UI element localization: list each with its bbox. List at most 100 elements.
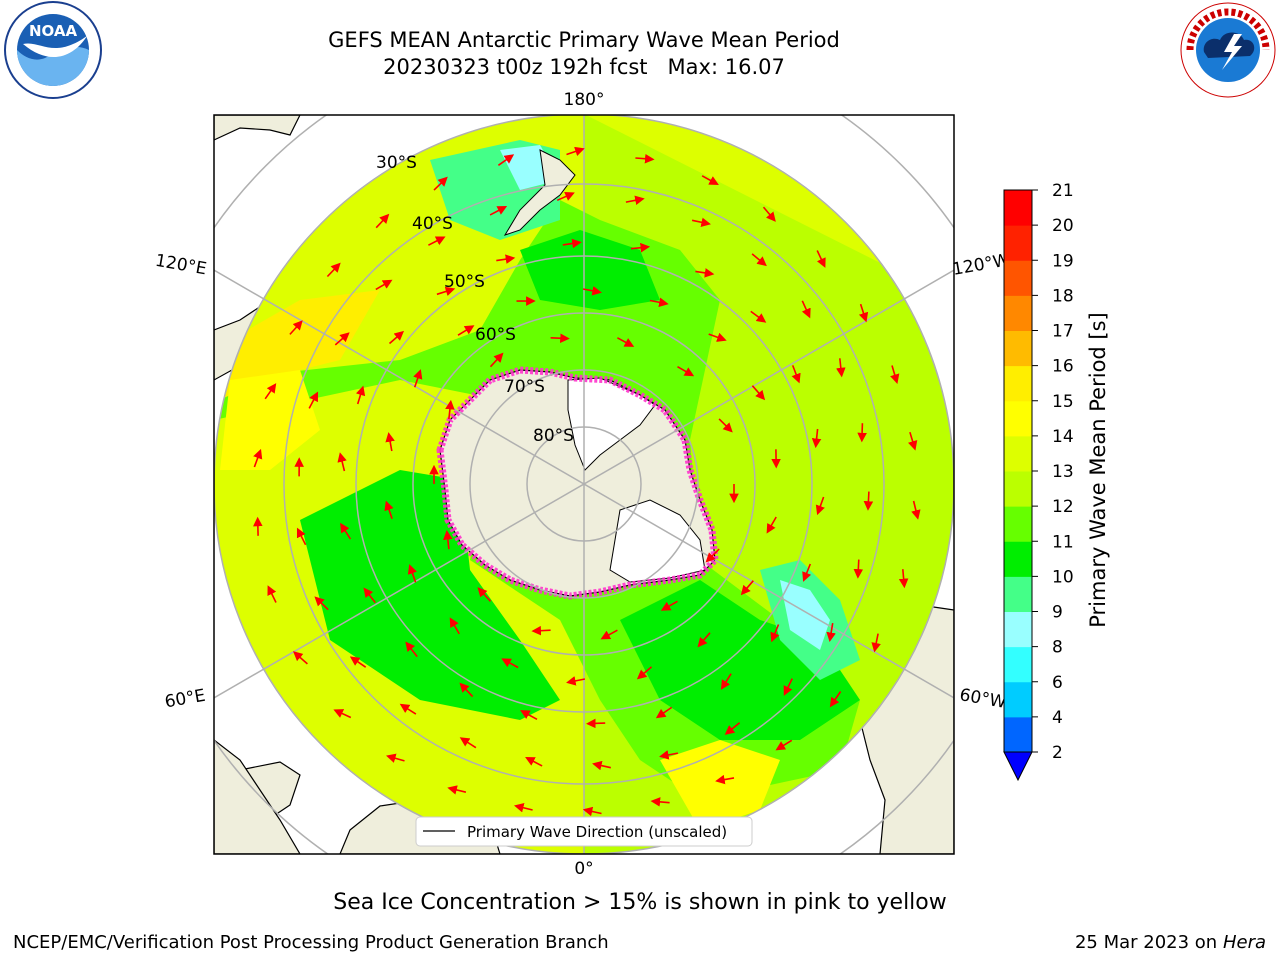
colorbar-segment <box>1004 471 1032 507</box>
lon-label-120e: 120°E <box>154 251 208 280</box>
wave-direction-arrow <box>386 753 405 763</box>
lat-label-60s: 60°S <box>475 325 516 345</box>
wave-direction-arrow <box>334 332 350 346</box>
colorbar-segment <box>1004 365 1032 402</box>
forecast-info: 20230323 t00z 192h fcst <box>383 55 648 79</box>
wave-direction-arrow <box>264 383 277 400</box>
colorbar-tick-label: 9 <box>1052 603 1063 623</box>
wave-direction-arrow <box>740 580 754 596</box>
wave-direction-arrow <box>836 358 846 378</box>
wave-direction-arrow <box>908 431 918 451</box>
wave-direction-arrow <box>340 522 352 540</box>
map-area: 30°S 40°S 50°S 60°S 70°S 80°S Primary Wa… <box>214 115 954 854</box>
colorbar-segment <box>1004 681 1032 718</box>
lat-label-50s: 50°S <box>444 272 485 292</box>
wave-direction-arrow <box>636 666 653 680</box>
lat-label-40s: 40°S <box>412 214 453 234</box>
wave-direction-arrow <box>562 238 582 249</box>
colorbar-tick-label: 21 <box>1052 181 1074 201</box>
wave-direction-arrow <box>911 500 921 520</box>
colorbar-segment <box>1004 716 1032 753</box>
colorbar-tick-label: 17 <box>1052 322 1074 342</box>
wave-direction-arrow <box>857 423 867 443</box>
wave-direction-arrow <box>858 303 869 323</box>
wave-direction-arrow <box>497 154 515 166</box>
wave-direction-arrow <box>582 286 602 296</box>
lon-label-60w: 60°W <box>958 685 1008 713</box>
colorbar: 2 4 6 8 9 10 11 12 13 14 15 16 17 18 19 20 21 <box>1003 181 1074 782</box>
wave-direction-arrow <box>791 365 801 384</box>
colorbar-tick-label: 11 <box>1052 532 1074 552</box>
new-zealand <box>503 149 576 236</box>
wave-direction-arrow <box>718 418 733 433</box>
lon-label-120w: 120°W <box>951 250 1012 280</box>
wave-direction-arrow <box>436 286 456 296</box>
colorbar-tick-label: 13 <box>1052 462 1074 482</box>
colorbar-tick-label: 16 <box>1052 357 1074 377</box>
wave-direction-arrow <box>385 432 395 452</box>
wave-direction-arrow <box>384 500 394 519</box>
wave-direction-arrow <box>697 632 711 648</box>
wave-direction-arrow <box>826 622 836 643</box>
colorbar-segment <box>1004 190 1032 226</box>
colorbar-segment <box>1004 295 1032 331</box>
wave-direction-arrow <box>655 706 673 719</box>
wave-direction-arrow <box>766 516 777 534</box>
wave-direction-arrow <box>399 703 417 715</box>
wave-direction-arrow <box>898 569 909 589</box>
wave-direction-arrow <box>724 722 741 735</box>
colorbar-segment <box>1004 330 1032 367</box>
wave-direction-arrow <box>433 176 448 191</box>
wave-direction-arrow <box>520 710 538 721</box>
wave-direction-arrow <box>459 682 474 698</box>
wave-direction-arrow <box>314 596 329 611</box>
wave-direction-arrow <box>691 217 711 227</box>
wave-direction-arrow <box>783 678 793 696</box>
lat-label-30s: 30°S <box>376 153 417 173</box>
wave-direction-arrow <box>531 625 551 636</box>
wave-direction-arrow <box>349 656 367 668</box>
max-value: Max: 16.07 <box>667 55 785 79</box>
wave-direction-arrow <box>695 268 715 278</box>
wave-direction-arrow <box>660 600 678 611</box>
wave-direction-arrow <box>677 366 695 377</box>
wave-direction-arrow <box>407 564 417 583</box>
wave-direction-arrow <box>447 785 467 795</box>
svg-text:NOAA: NOAA <box>29 22 78 40</box>
wave-direction-arrow <box>308 391 319 409</box>
colorbar-segment <box>1004 541 1032 577</box>
wave-direction-arrow <box>582 806 602 817</box>
wave-direction-arrow <box>525 757 543 767</box>
wave-direction-arrow <box>556 191 575 202</box>
map-frame <box>213 114 955 855</box>
wave-direction-arrow <box>649 297 669 308</box>
footer-machine: Hera <box>1222 932 1266 953</box>
colorbar-segment <box>1004 400 1032 437</box>
title-line-2: 20230323 t00z 192h fcst Max: 16.07 <box>328 54 840 81</box>
wave-direction-arrow <box>501 658 519 669</box>
wave-direction-arrow <box>650 797 670 807</box>
wave-direction-arrow <box>405 641 418 658</box>
wave-direction-arrow <box>337 452 347 472</box>
wave-direction-arrow <box>566 146 585 156</box>
wave-direction-arrow <box>802 563 812 582</box>
wave-direction-arrow <box>293 651 308 665</box>
wave-direction-arrow <box>751 253 767 267</box>
wave-direction-arrow <box>708 332 727 342</box>
wave-direction-arrow <box>363 587 376 604</box>
wave-direction-arrow <box>550 333 570 344</box>
wave-direction-arrow <box>592 760 611 771</box>
chart-title: GEFS MEAN Antarctic Primary Wave Mean Pe… <box>328 27 840 81</box>
wave-direction-arrow <box>863 491 874 511</box>
colorbar-tick-label: 6 <box>1052 673 1063 693</box>
wave-direction-arrow <box>762 206 776 222</box>
colorbar-segment <box>1004 435 1032 472</box>
colorbar-tick-label: 4 <box>1052 708 1063 728</box>
wave-direction-arrow <box>630 242 651 253</box>
wave-direction-arrow <box>457 325 475 336</box>
wave-direction-arrow <box>770 624 780 643</box>
wave-direction-arrow <box>333 709 352 719</box>
wave-direction-arrow <box>600 629 618 640</box>
colorbar-tick-label: 8 <box>1052 638 1063 658</box>
wave-direction-arrow <box>829 691 842 708</box>
